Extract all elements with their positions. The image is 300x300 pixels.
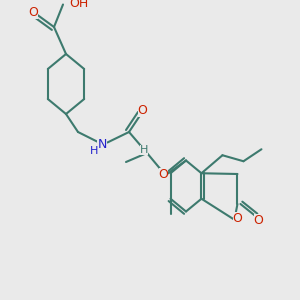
Text: O: O	[232, 212, 242, 225]
Text: H: H	[90, 146, 99, 157]
Text: O: O	[254, 214, 263, 227]
Text: H: H	[140, 145, 148, 155]
Text: N: N	[97, 137, 107, 151]
Text: OH: OH	[70, 0, 89, 10]
Text: O: O	[28, 5, 38, 19]
Text: O: O	[159, 167, 168, 181]
Text: O: O	[138, 104, 147, 118]
